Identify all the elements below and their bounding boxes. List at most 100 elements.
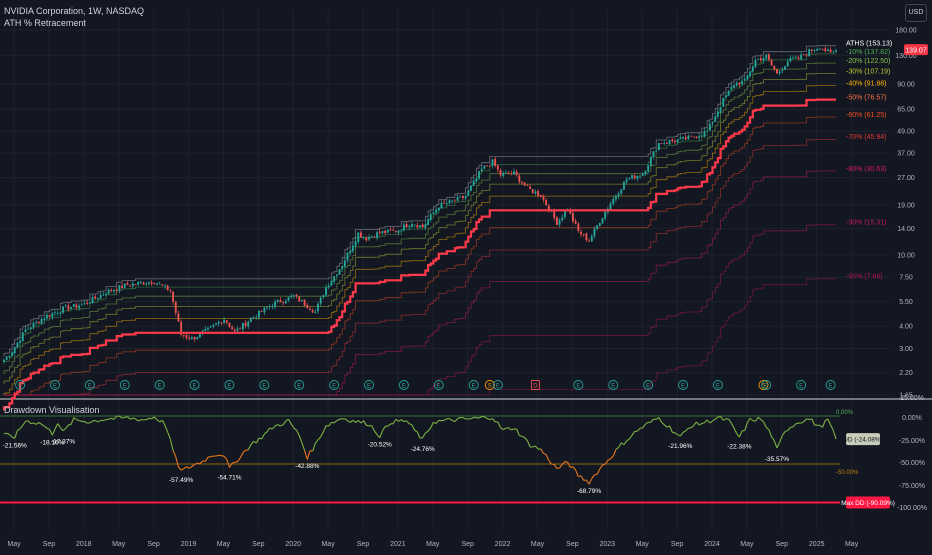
- candle-body[interactable]: [733, 85, 735, 87]
- candle-body[interactable]: [84, 303, 86, 304]
- candle-body[interactable]: [645, 171, 647, 174]
- candle-body[interactable]: [215, 324, 217, 325]
- candle-body[interactable]: [392, 230, 394, 231]
- candle-body[interactable]: [188, 338, 190, 339]
- candle-body[interactable]: [746, 75, 748, 79]
- candle-body[interactable]: [585, 234, 587, 241]
- candle-body[interactable]: [564, 212, 566, 217]
- candle-body[interactable]: [381, 231, 383, 233]
- candle-body[interactable]: [102, 294, 104, 295]
- candle-body[interactable]: [19, 341, 21, 343]
- candle-body[interactable]: [596, 225, 598, 228]
- candle-body[interactable]: [38, 322, 40, 323]
- candle-body[interactable]: [795, 57, 797, 58]
- candle-body[interactable]: [543, 197, 545, 200]
- candle-body[interactable]: [223, 320, 225, 323]
- candle-body[interactable]: [35, 322, 37, 323]
- candle-body[interactable]: [540, 195, 542, 197]
- candle-body[interactable]: [116, 289, 118, 290]
- currency-button[interactable]: USD: [905, 4, 927, 22]
- candle-body[interactable]: [489, 166, 491, 167]
- candle-body[interactable]: [212, 325, 214, 327]
- candle-body[interactable]: [792, 58, 794, 59]
- candle-body[interactable]: [86, 303, 88, 304]
- candle-body[interactable]: [400, 230, 402, 231]
- candle-body[interactable]: [363, 237, 365, 238]
- candle-body[interactable]: [714, 117, 716, 122]
- candle-body[interactable]: [344, 261, 346, 267]
- candle-body[interactable]: [518, 176, 520, 182]
- candle-body[interactable]: [824, 48, 826, 51]
- candle-body[interactable]: [76, 305, 78, 308]
- candle-body[interactable]: [317, 304, 319, 311]
- candle-body[interactable]: [398, 230, 400, 233]
- candle-body[interactable]: [70, 307, 72, 309]
- candle-body[interactable]: [687, 136, 689, 139]
- candle-body[interactable]: [473, 181, 475, 186]
- candle-body[interactable]: [298, 297, 300, 302]
- candle-body[interactable]: [591, 236, 593, 241]
- candle-body[interactable]: [559, 220, 561, 225]
- candle-body[interactable]: [594, 229, 596, 237]
- candle-body[interactable]: [89, 303, 91, 304]
- candle-body[interactable]: [553, 211, 555, 218]
- candle-body[interactable]: [285, 301, 287, 304]
- candle-body[interactable]: [368, 237, 370, 239]
- candle-body[interactable]: [771, 60, 773, 65]
- candle-body[interactable]: [475, 178, 477, 181]
- candle-body[interactable]: [207, 328, 209, 330]
- candle-body[interactable]: [720, 107, 722, 111]
- candle-body[interactable]: [717, 112, 719, 117]
- candle-body[interactable]: [655, 151, 657, 152]
- candle-body[interactable]: [671, 139, 673, 140]
- candle-body[interactable]: [572, 213, 574, 221]
- candle-body[interactable]: [175, 302, 177, 313]
- candle-body[interactable]: [406, 224, 408, 227]
- candle-body[interactable]: [59, 312, 61, 313]
- candle-body[interactable]: [301, 300, 303, 301]
- candle-body[interactable]: [830, 50, 832, 53]
- candle-body[interactable]: [478, 171, 480, 178]
- candle-body[interactable]: [765, 55, 767, 59]
- candle-body[interactable]: [3, 360, 5, 362]
- candle-body[interactable]: [140, 282, 142, 283]
- candle-body[interactable]: [255, 317, 257, 318]
- candle-body[interactable]: [602, 218, 604, 223]
- candle-body[interactable]: [92, 297, 94, 303]
- candle-body[interactable]: [333, 276, 335, 281]
- candle-body[interactable]: [704, 131, 706, 136]
- candle-body[interactable]: [339, 269, 341, 274]
- candle-body[interactable]: [827, 50, 829, 51]
- candle-body[interactable]: [462, 196, 464, 198]
- candle-body[interactable]: [634, 176, 636, 179]
- candle-body[interactable]: [322, 295, 324, 297]
- candle-body[interactable]: [296, 295, 298, 296]
- candle-body[interactable]: [580, 232, 582, 235]
- candle-body[interactable]: [137, 282, 139, 285]
- candle-body[interactable]: [521, 182, 523, 183]
- candle-body[interactable]: [497, 165, 499, 169]
- candle-body[interactable]: [341, 266, 343, 269]
- candle-body[interactable]: [561, 217, 563, 219]
- candle-body[interactable]: [800, 55, 802, 60]
- candle-body[interactable]: [454, 201, 456, 202]
- candle-body[interactable]: [822, 49, 824, 50]
- candle-body[interactable]: [30, 328, 32, 330]
- candle-body[interactable]: [336, 275, 338, 276]
- candle-body[interactable]: [194, 337, 196, 340]
- candle-body[interactable]: [97, 298, 99, 299]
- candle-body[interactable]: [427, 220, 429, 225]
- candle-body[interactable]: [784, 66, 786, 70]
- candle-body[interactable]: [135, 284, 137, 285]
- candle-body[interactable]: [320, 298, 322, 304]
- candle-body[interactable]: [11, 353, 13, 357]
- candle-body[interactable]: [666, 143, 668, 144]
- candle-body[interactable]: [779, 71, 781, 73]
- candle-body[interactable]: [290, 296, 292, 297]
- candle-body[interactable]: [669, 140, 671, 144]
- candle-body[interactable]: [658, 143, 660, 150]
- candle-body[interactable]: [722, 98, 724, 107]
- candle-body[interactable]: [588, 241, 590, 242]
- candle-body[interactable]: [261, 311, 263, 312]
- candle-body[interactable]: [636, 176, 638, 179]
